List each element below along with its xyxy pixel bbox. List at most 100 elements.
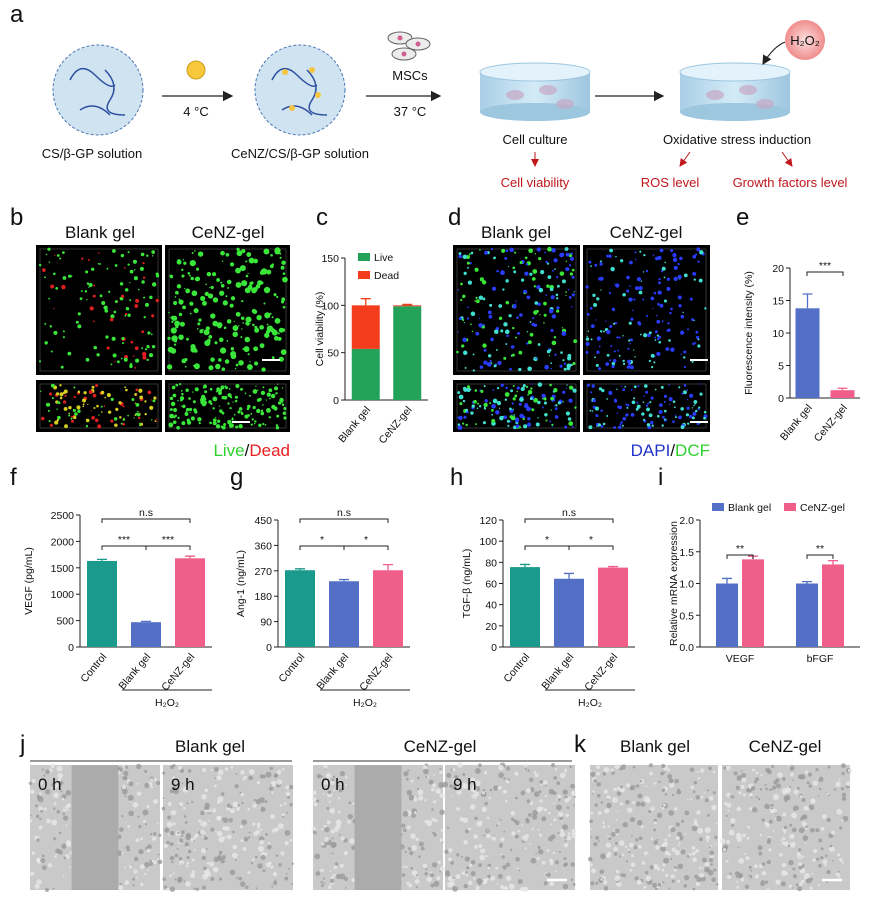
cell-dot [271, 329, 278, 336]
cell-dot [502, 288, 505, 291]
cell-dot [491, 418, 496, 424]
cell-texture [667, 834, 671, 837]
cell-dot [189, 274, 191, 277]
cell-texture [495, 824, 499, 827]
cell-dot [693, 278, 696, 281]
cell-texture [221, 855, 226, 860]
cell-texture [217, 769, 224, 776]
cell-texture [478, 763, 482, 768]
cell-dot [180, 405, 182, 407]
cell-texture [591, 868, 596, 874]
x-tick-label: Blank gel [314, 651, 351, 692]
cell-dot [666, 329, 669, 332]
cell-texture [43, 774, 46, 777]
cell-dot [220, 283, 225, 288]
cell-dot [556, 309, 560, 313]
cell-dot [618, 336, 621, 339]
cell-texture [697, 827, 704, 834]
cell-dot [553, 258, 558, 263]
cell-dot [127, 251, 130, 254]
condition: 37 °C [394, 104, 427, 119]
cell-texture [755, 771, 759, 775]
cell-dot [166, 364, 173, 370]
cell-dot [59, 257, 62, 260]
cell-dot [505, 300, 510, 305]
cell-texture [804, 842, 807, 845]
cell-texture [589, 769, 592, 773]
cell-dot [70, 417, 73, 420]
cell-dot [196, 328, 199, 330]
cell-dot [550, 396, 554, 401]
cell-dot [247, 404, 251, 409]
cell-dot [106, 267, 109, 270]
cell-texture [316, 773, 322, 779]
cell-texture [532, 809, 538, 816]
cell-dot [76, 405, 81, 410]
cell-dot [592, 293, 596, 297]
cell-texture [845, 781, 851, 787]
cell-texture [152, 798, 158, 804]
cell-dot [630, 317, 634, 321]
cell-texture [183, 880, 186, 882]
cell-dot [97, 263, 100, 265]
cell-dot [483, 360, 488, 365]
cell-dot [611, 307, 616, 312]
cell-texture [835, 872, 840, 877]
cell-texture [129, 864, 133, 869]
cell-dot [85, 418, 90, 423]
cell-texture [51, 819, 58, 826]
cell-texture [625, 783, 630, 788]
cell-dot [585, 285, 589, 289]
cell-dot [172, 420, 177, 425]
cell-dot [533, 397, 538, 403]
cell-texture [664, 838, 668, 842]
group-label: Blank gel [65, 223, 135, 242]
cell-texture [792, 779, 794, 782]
cell-texture [163, 843, 168, 848]
outcome: ROS level [641, 175, 700, 190]
cell-texture [178, 802, 184, 807]
cell-texture [495, 866, 499, 870]
cell-texture [265, 861, 272, 868]
cell-dot [151, 250, 155, 254]
cell-dot [282, 272, 286, 275]
cell-texture [499, 818, 502, 821]
cell-texture [619, 855, 622, 858]
cell-dot [461, 344, 465, 348]
cell-texture [191, 800, 194, 804]
cell-texture [789, 823, 793, 827]
cell-dot [182, 305, 186, 310]
cell-dot [168, 311, 170, 314]
cell-dot [86, 299, 88, 301]
cell-dot [266, 392, 271, 397]
cell-texture [46, 818, 51, 824]
cell-texture [483, 771, 488, 775]
cell-texture [52, 887, 55, 890]
cell-dot [503, 356, 507, 360]
cell-texture [324, 837, 330, 842]
bar [393, 305, 422, 307]
cell-texture [505, 779, 510, 784]
cell-texture [714, 842, 717, 845]
cell-dot [122, 405, 125, 408]
panel-label: e [736, 204, 749, 231]
cell-texture [182, 786, 189, 793]
y-tick-label: 1.0 [679, 579, 694, 591]
cell-texture [54, 855, 57, 859]
cell-texture [202, 866, 207, 871]
cell-texture [835, 781, 841, 787]
cell-dot [71, 415, 74, 418]
cell-texture [650, 837, 654, 841]
cell-dot [208, 400, 212, 404]
cell-dot [668, 397, 673, 402]
group-label: Blank gel [481, 223, 551, 242]
cell-texture [621, 764, 627, 770]
cell-texture [442, 781, 449, 788]
cell-texture [340, 836, 345, 841]
cell-texture [469, 804, 476, 810]
cell-texture [253, 831, 258, 836]
cell-dot [550, 409, 553, 411]
cell-dot [685, 413, 690, 417]
cell-dot [123, 357, 128, 362]
cell-dot [533, 323, 538, 327]
